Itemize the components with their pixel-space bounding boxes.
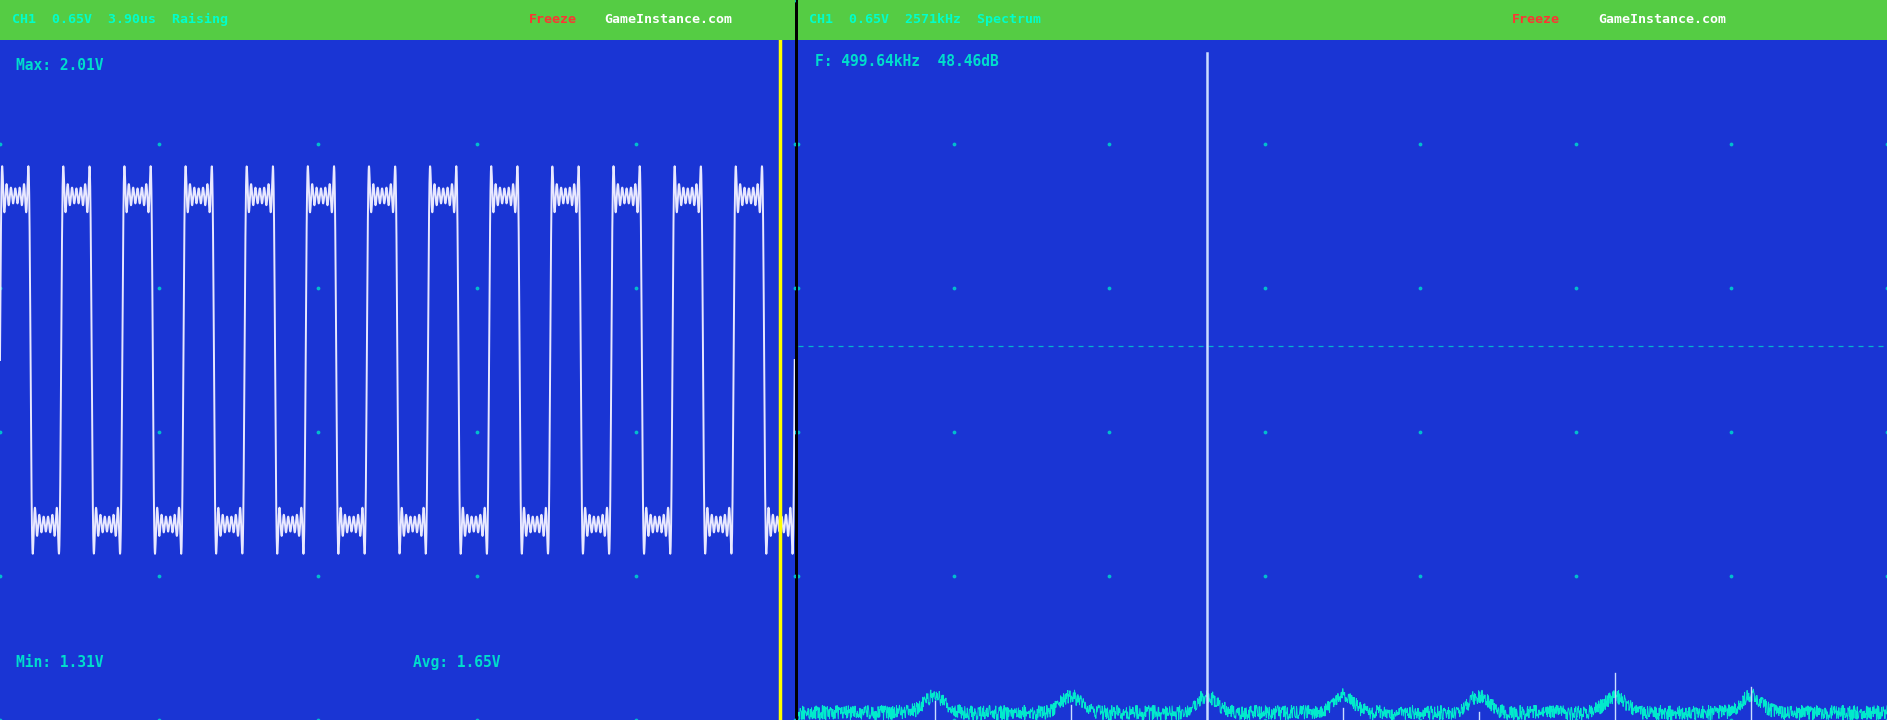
Text: CH1  0.65V  2571kHz  Spectrum: CH1 0.65V 2571kHz Spectrum	[810, 13, 1042, 27]
Text: Freeze: Freeze	[1511, 13, 1559, 27]
Text: Min: 1.31V: Min: 1.31V	[15, 654, 104, 670]
Text: CH1  0.65V  3.90us  Raising: CH1 0.65V 3.90us Raising	[11, 13, 228, 27]
Text: Avg: 1.65V: Avg: 1.65V	[413, 654, 500, 670]
Text: GameInstance.com: GameInstance.com	[1598, 13, 1727, 27]
Bar	[798, 0, 1887, 40]
Bar	[0, 0, 794, 40]
Text: F: 499.64kHz  48.46dB: F: 499.64kHz 48.46dB	[815, 54, 998, 69]
Text: GameInstance.com: GameInstance.com	[604, 13, 732, 27]
Text: Max: 2.01V: Max: 2.01V	[15, 58, 104, 73]
Text: Freeze: Freeze	[528, 13, 577, 27]
